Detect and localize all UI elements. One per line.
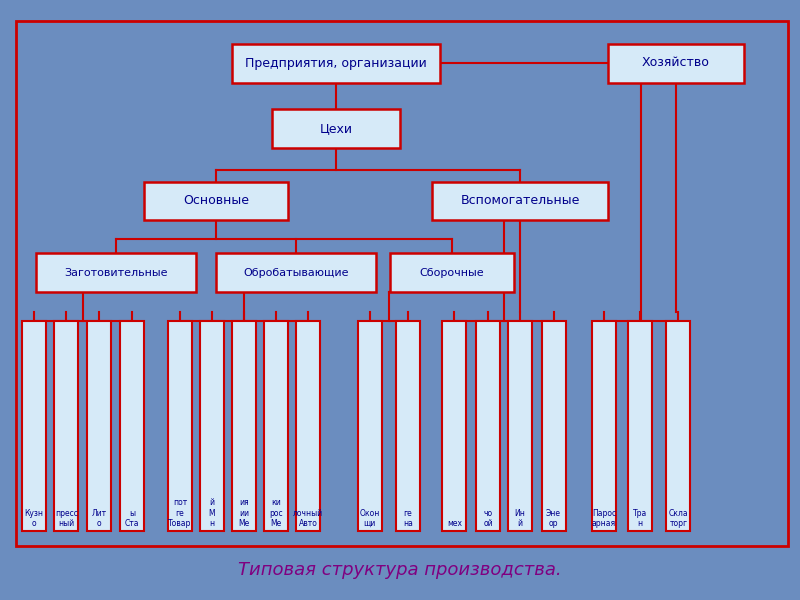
FancyBboxPatch shape [232, 43, 440, 82]
FancyBboxPatch shape [36, 253, 196, 292]
Text: й
М
н: й М н [209, 498, 215, 528]
Text: Цехи: Цехи [319, 122, 353, 136]
Text: мех: мех [447, 519, 462, 528]
FancyBboxPatch shape [168, 321, 192, 531]
Text: Обробатывающие: Обробатывающие [243, 268, 349, 278]
FancyBboxPatch shape [542, 321, 566, 531]
FancyBboxPatch shape [666, 321, 690, 531]
Text: ы
Ста: ы Ста [125, 509, 139, 528]
Text: Тра
н: Тра н [633, 509, 647, 528]
Text: Парос
арная: Парос арная [592, 509, 616, 528]
FancyBboxPatch shape [200, 321, 224, 531]
Text: Ин
й: Ин й [514, 509, 526, 528]
Text: Скла
торг: Скла торг [669, 509, 688, 528]
Text: Хозяйство: Хозяйство [642, 56, 710, 70]
Text: лочный
Авто: лочный Авто [293, 509, 323, 528]
FancyBboxPatch shape [476, 321, 500, 531]
FancyBboxPatch shape [442, 321, 466, 531]
FancyBboxPatch shape [22, 321, 46, 531]
Text: Лит
о: Лит о [92, 509, 106, 528]
Text: Вспомогательные: Вспомогательные [460, 194, 580, 208]
FancyBboxPatch shape [144, 181, 288, 220]
Text: Основные: Основные [183, 194, 249, 208]
FancyBboxPatch shape [264, 321, 288, 531]
FancyBboxPatch shape [390, 253, 514, 292]
FancyBboxPatch shape [608, 43, 744, 82]
FancyBboxPatch shape [120, 321, 144, 531]
FancyBboxPatch shape [87, 321, 111, 531]
Text: пресс
ный: пресс ный [55, 509, 78, 528]
Text: пот
ге
Товар: пот ге Товар [168, 498, 192, 528]
Text: Эне
ор: Эне ор [546, 509, 561, 528]
Text: Предприятия, организации: Предприятия, организации [245, 56, 427, 70]
Text: Заготовительные: Заготовительные [64, 268, 168, 278]
FancyBboxPatch shape [358, 321, 382, 531]
Text: Типовая структура производства.: Типовая структура производства. [238, 561, 562, 579]
Text: ге
на: ге на [403, 509, 413, 528]
Text: ки
рос
Ме: ки рос Ме [269, 498, 283, 528]
FancyBboxPatch shape [272, 109, 400, 148]
FancyBboxPatch shape [432, 181, 608, 220]
Text: ия
ии
Ме: ия ии Ме [238, 498, 250, 528]
FancyBboxPatch shape [628, 321, 652, 531]
FancyBboxPatch shape [232, 321, 256, 531]
FancyBboxPatch shape [396, 321, 420, 531]
Text: Окон
щи: Окон щи [359, 509, 380, 528]
Text: Кузн
о: Кузн о [24, 509, 43, 528]
Text: чо
ой: чо ой [483, 509, 493, 528]
FancyBboxPatch shape [592, 321, 616, 531]
FancyBboxPatch shape [216, 253, 376, 292]
Text: Сборочные: Сборочные [420, 268, 484, 278]
FancyBboxPatch shape [54, 321, 78, 531]
FancyBboxPatch shape [508, 321, 532, 531]
FancyBboxPatch shape [296, 321, 320, 531]
